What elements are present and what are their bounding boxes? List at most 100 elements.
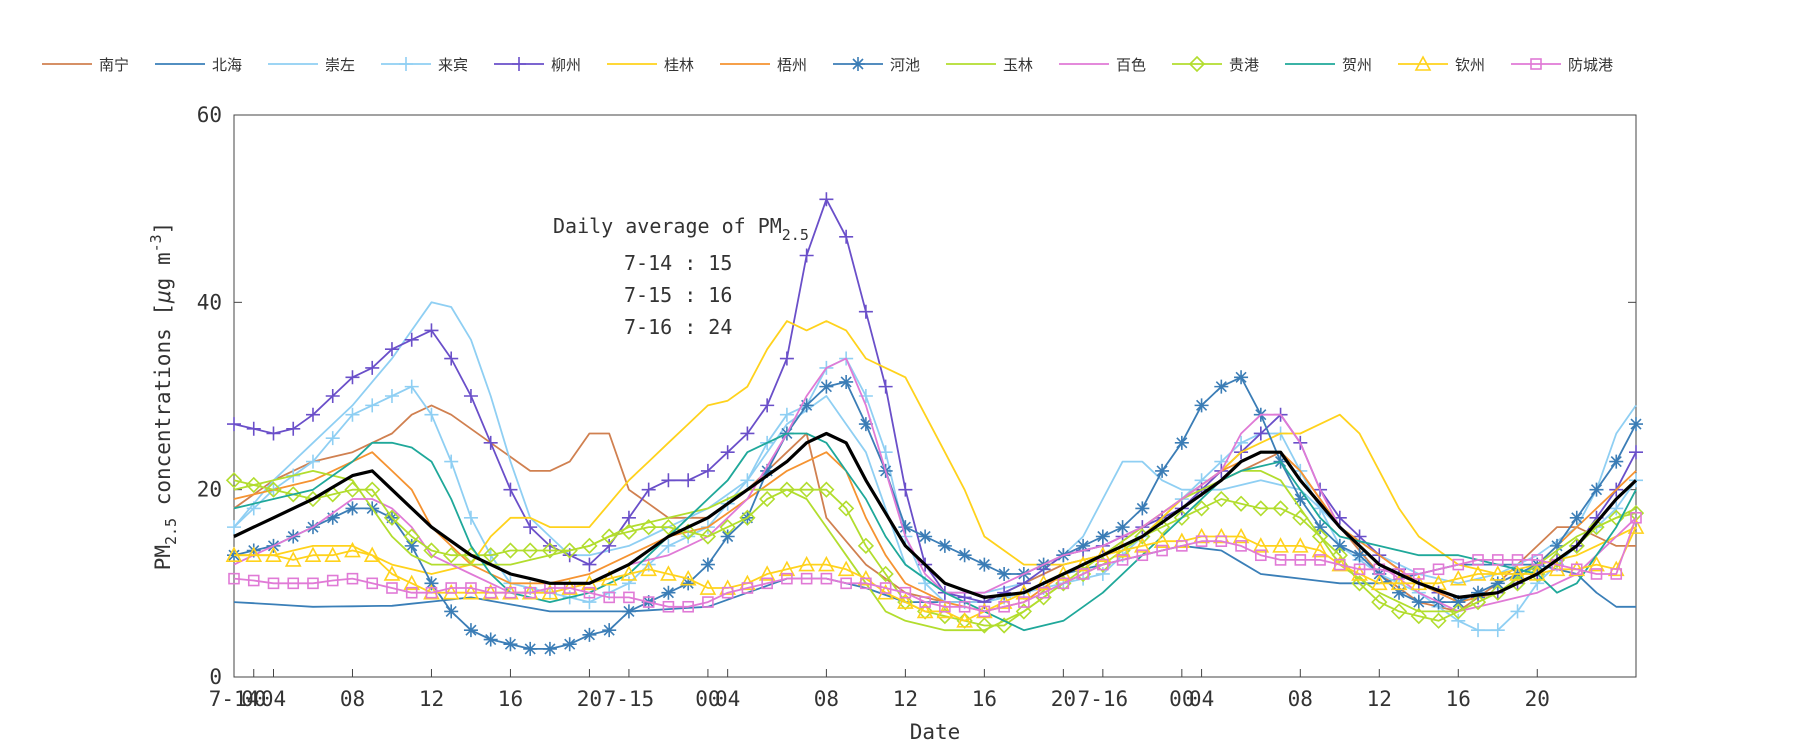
data-point — [939, 600, 951, 613]
data-point — [602, 538, 617, 553]
data-point — [642, 596, 655, 608]
series-line — [233, 432, 1637, 632]
data-point — [820, 572, 833, 585]
x-tick-label: 04 — [261, 687, 286, 711]
data-point — [1370, 574, 1388, 591]
data-point — [1272, 537, 1289, 553]
data-point — [1114, 541, 1131, 558]
legend-item: 百色 — [1059, 56, 1146, 74]
y-tick-label: 0 — [209, 665, 222, 689]
data-point — [1311, 541, 1329, 558]
data-point — [681, 576, 696, 591]
legend-item: 来宾 — [381, 56, 468, 74]
data-point — [620, 523, 638, 540]
x-tick-label: 7-16 — [1078, 687, 1129, 711]
data-point — [1293, 492, 1308, 507]
x-tick-label: 20 — [577, 687, 602, 711]
data-point — [600, 569, 618, 586]
legend-label: 桂林 — [664, 56, 694, 74]
data-point — [800, 572, 813, 585]
data-point — [228, 572, 240, 585]
data-point — [700, 557, 715, 572]
data-point — [978, 605, 991, 618]
data-point — [1232, 527, 1250, 544]
legend-item: 玉林 — [946, 56, 1033, 74]
data-point — [699, 579, 717, 595]
data-point — [1235, 540, 1247, 552]
data-point — [265, 546, 282, 563]
data-point — [761, 577, 773, 590]
data-point — [444, 351, 459, 366]
y-label-pm: PM — [151, 545, 175, 570]
data-point — [483, 435, 498, 450]
legend-item: 河池 — [833, 56, 920, 74]
data-point — [977, 557, 992, 572]
legend-label: 来宾 — [438, 56, 468, 74]
legend-item: 防城港 — [1511, 56, 1613, 74]
data-point — [523, 520, 538, 535]
data-point — [1490, 576, 1505, 591]
data-point — [937, 538, 952, 553]
data-point — [661, 538, 676, 553]
data-point — [462, 584, 480, 600]
data-point — [620, 565, 638, 581]
data-point — [641, 482, 656, 497]
data-point — [403, 528, 420, 545]
data-point — [998, 600, 1010, 613]
data-point — [839, 374, 854, 389]
data-point — [1018, 596, 1030, 608]
legend-label: 玉林 — [1003, 56, 1033, 74]
data-point — [758, 565, 776, 581]
data-point — [465, 582, 477, 594]
data-point — [1472, 554, 1484, 566]
data-point — [1510, 604, 1525, 619]
data-point — [799, 248, 814, 263]
x-tick-label: 12 — [1367, 687, 1392, 711]
data-point — [227, 417, 241, 432]
data-point — [1135, 501, 1150, 516]
data-point — [384, 342, 399, 357]
data-point — [918, 529, 933, 544]
data-point — [1509, 565, 1526, 581]
data-point — [721, 586, 734, 599]
legend-item: 北海 — [155, 56, 242, 74]
data-point — [781, 572, 793, 585]
data-point — [1173, 509, 1190, 526]
data-point — [1215, 535, 1228, 547]
data-point — [1469, 565, 1487, 581]
data-point — [958, 600, 971, 613]
data-point — [621, 510, 636, 525]
data-point — [344, 541, 361, 558]
series-line — [233, 451, 1637, 613]
data-point — [246, 543, 261, 558]
data-point — [305, 407, 320, 422]
data-point — [916, 602, 934, 619]
data-point — [602, 623, 617, 638]
legend-item: 崇左 — [268, 56, 355, 74]
data-point — [286, 421, 301, 436]
data-point — [404, 538, 419, 553]
data-point — [522, 542, 539, 559]
data-point — [1490, 623, 1505, 638]
data-point — [444, 454, 459, 469]
data-point — [284, 551, 302, 567]
x-tick-label: 7-14 — [209, 687, 260, 711]
data-point — [1077, 568, 1089, 580]
legend-item: 柳州 — [494, 56, 581, 74]
data-point — [898, 482, 913, 497]
y-tick-label: 60 — [197, 103, 222, 127]
series-line — [233, 301, 1637, 594]
data-point — [818, 555, 835, 572]
plot-frame — [233, 114, 1637, 678]
series-line — [233, 376, 1637, 650]
data-point — [325, 389, 340, 403]
data-point — [442, 584, 460, 600]
data-point — [245, 546, 263, 563]
data-point — [484, 586, 497, 599]
data-point — [1313, 520, 1328, 535]
data-point — [760, 463, 775, 478]
legend-label: 防城港 — [1568, 56, 1613, 74]
data-point — [425, 586, 438, 599]
y-label-mu: μ — [151, 290, 175, 304]
data-point — [1332, 538, 1347, 553]
